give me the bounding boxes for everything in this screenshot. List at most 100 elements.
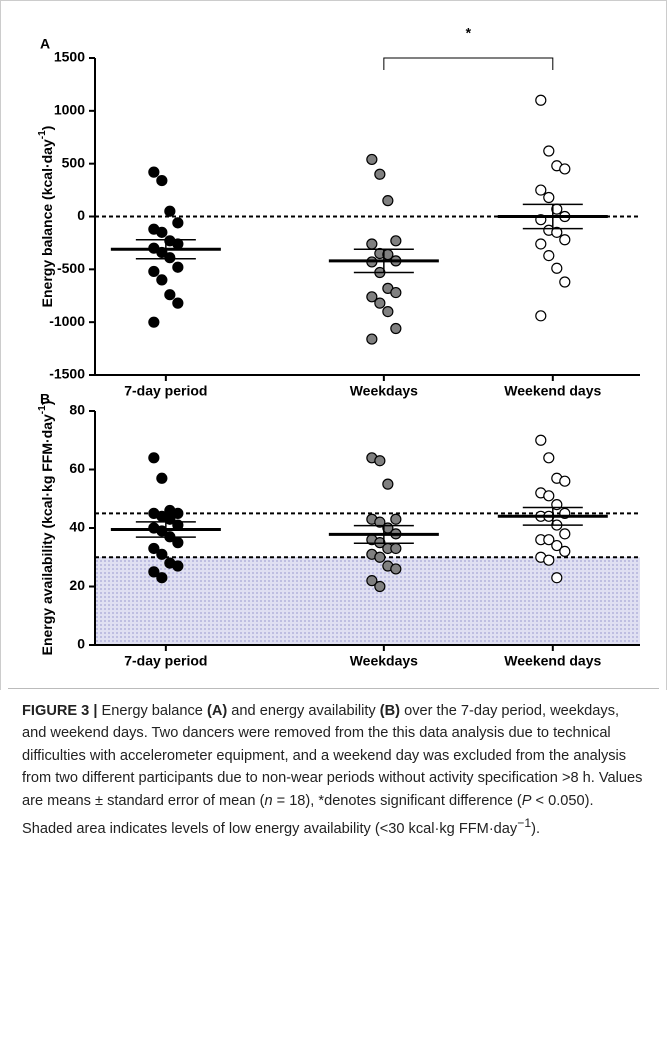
data-point xyxy=(172,297,184,309)
data-point xyxy=(172,217,184,229)
caption-text: −1 xyxy=(517,816,532,831)
caption: FIGURE 3 | Energy balance (A) and energy… xyxy=(22,700,647,840)
data-point xyxy=(172,507,184,519)
y-axis-label-part: ) xyxy=(39,401,55,406)
data-point xyxy=(164,252,176,264)
data-point xyxy=(543,249,555,262)
caption-text: and energy availability xyxy=(227,703,380,719)
caption-text: Energy balance xyxy=(97,703,207,719)
data-point xyxy=(148,452,160,464)
caption-text: n xyxy=(264,792,273,809)
data-point xyxy=(156,472,168,484)
x-tick-label: Weekdays xyxy=(350,383,418,399)
y-axis-label-part: -1 xyxy=(37,405,48,414)
data-point xyxy=(535,238,547,250)
data-point xyxy=(559,163,571,175)
data-point xyxy=(156,226,168,238)
y-tick-label: -1000 xyxy=(49,313,85,329)
x-tick-label: 7-day period xyxy=(124,653,207,669)
y-tick-label: -500 xyxy=(57,260,85,276)
data-point xyxy=(559,276,571,288)
data-point xyxy=(551,262,563,274)
data-point xyxy=(559,528,571,540)
y-tick-label: -1500 xyxy=(49,366,85,382)
data-point xyxy=(148,542,160,555)
y-tick-label: 1000 xyxy=(54,102,85,118)
data-point xyxy=(390,513,402,525)
caption-text: ). xyxy=(531,820,541,837)
data-point xyxy=(543,452,555,464)
data-point xyxy=(535,310,547,322)
data-point xyxy=(559,545,571,558)
data-point xyxy=(366,153,378,166)
caption-text: = 18), *denotes significant difference ( xyxy=(272,792,522,809)
caption-text: (A) xyxy=(206,703,228,719)
data-point xyxy=(543,490,555,502)
data-point xyxy=(148,166,160,178)
data-point xyxy=(172,261,184,273)
y-tick-label: 60 xyxy=(69,460,85,476)
data-point xyxy=(535,184,547,196)
x-tick-label: Weekend days xyxy=(504,383,601,399)
data-point xyxy=(366,575,378,587)
data-point xyxy=(543,534,555,546)
data-point xyxy=(366,333,378,345)
panel-label: A xyxy=(40,36,50,52)
data-point xyxy=(535,434,547,446)
data-point xyxy=(551,539,563,552)
x-tick-label: Weekend days xyxy=(504,653,601,669)
data-point xyxy=(148,316,160,328)
data-point xyxy=(551,226,563,238)
data-point xyxy=(156,572,168,584)
data-point xyxy=(543,145,555,157)
data-point xyxy=(390,322,402,335)
y-tick-label: 0 xyxy=(77,636,85,652)
data-point xyxy=(374,551,386,563)
data-point xyxy=(390,542,402,555)
low-availability-area xyxy=(95,557,640,645)
x-tick-label: Weekdays xyxy=(350,653,418,669)
y-axis-label-part: Energy balance (kcal·day xyxy=(39,139,55,307)
data-point xyxy=(172,537,184,549)
data-point xyxy=(390,235,402,247)
y-axis-label: Energy balance (kcal·day-1) xyxy=(37,126,55,308)
data-point xyxy=(382,306,394,318)
y-tick-label: 40 xyxy=(69,519,85,535)
data-point xyxy=(156,174,168,187)
y-axis-label-part: ) xyxy=(39,126,55,131)
data-point xyxy=(559,234,571,246)
y-tick-label: 0 xyxy=(77,207,85,223)
data-point xyxy=(382,195,394,207)
caption-text: (B) xyxy=(379,703,401,719)
data-point xyxy=(374,168,386,180)
data-point xyxy=(156,548,168,560)
data-point xyxy=(374,455,386,467)
data-point xyxy=(543,554,555,566)
data-point xyxy=(156,274,168,286)
data-point xyxy=(390,286,402,299)
y-tick-label: 80 xyxy=(69,402,85,418)
caption-text: < 0.050). Shaded area indicates levels o… xyxy=(22,792,594,837)
y-tick-label: 1500 xyxy=(54,49,85,65)
caption-text: P xyxy=(521,792,532,809)
data-point xyxy=(374,580,386,593)
caption-label: FIGURE 3 | xyxy=(22,703,98,719)
x-tick-label: 7-day period xyxy=(124,383,207,399)
data-point xyxy=(164,205,176,217)
data-point xyxy=(535,94,547,106)
caption-text: over the 7-day period, weekdays, and wee… xyxy=(22,703,643,809)
separator xyxy=(8,688,659,689)
data-point xyxy=(374,516,386,528)
data-point xyxy=(382,478,394,490)
data-point xyxy=(366,238,378,250)
data-point xyxy=(374,297,386,309)
y-axis-label-part: -1 xyxy=(37,130,48,139)
data-point xyxy=(551,572,563,584)
y-axis-label-part: Energy availability (kcal·kg FFM·day xyxy=(39,414,55,655)
y-tick-label: 500 xyxy=(62,154,86,170)
data-point xyxy=(148,265,160,278)
significance-bracket xyxy=(383,57,554,70)
data-point xyxy=(172,560,184,572)
data-point xyxy=(366,291,378,303)
